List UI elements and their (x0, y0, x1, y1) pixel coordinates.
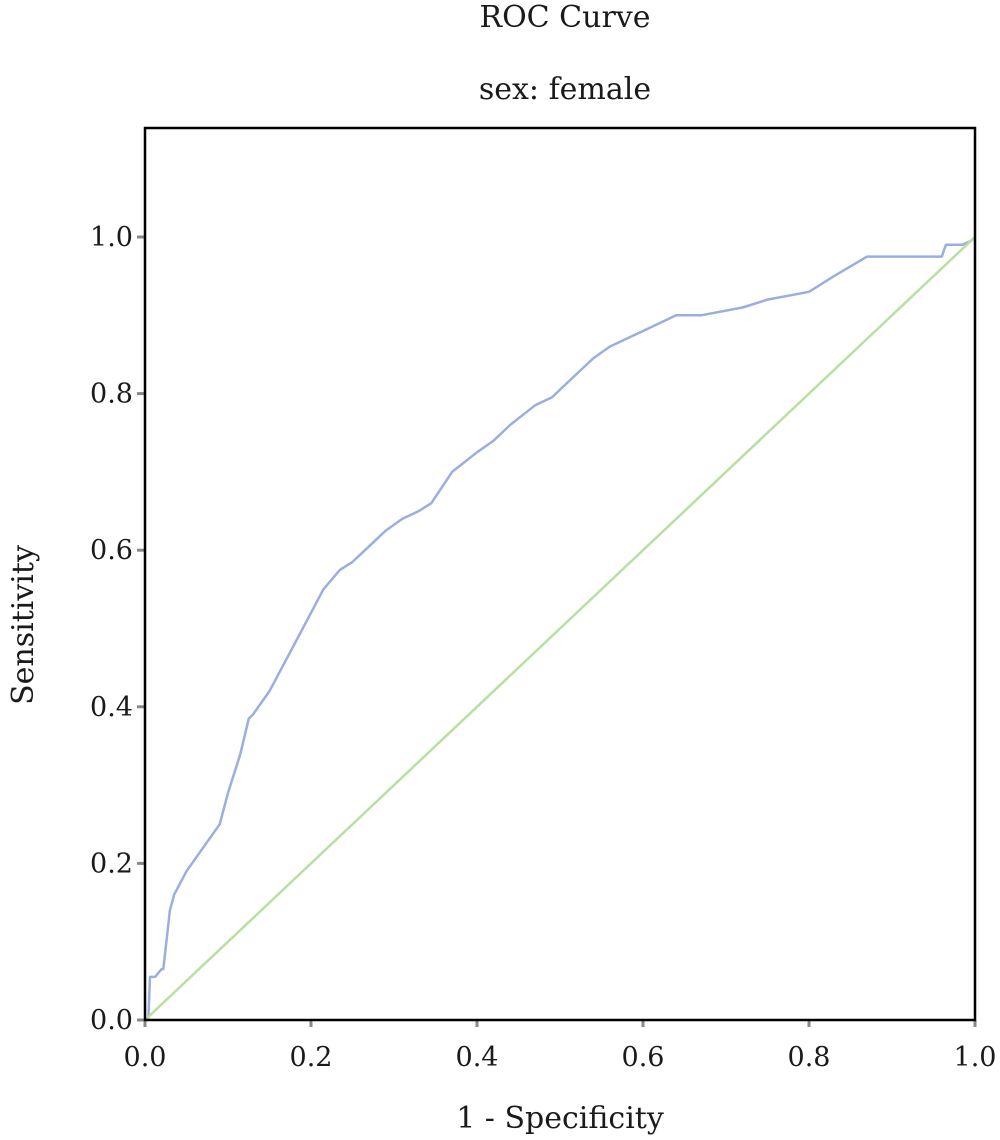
y-tick-label: 0.6 (90, 535, 133, 566)
x-tick-label: 1.0 (954, 1042, 997, 1073)
y-tick-label: 1.0 (90, 222, 133, 253)
chart-title: ROC Curve (479, 0, 651, 35)
x-tick-label: 0.2 (290, 1042, 333, 1073)
y-tick-label: 0.8 (90, 379, 133, 410)
y-tick-label: 0.4 (90, 692, 133, 723)
roc-curve-line (145, 236, 976, 1022)
y-tick-label: 0.2 (90, 848, 133, 879)
y-tick-label: 0.0 (90, 1005, 133, 1036)
reference-diagonal-line (144, 236, 976, 1021)
x-tick-label: 0.6 (622, 1042, 665, 1073)
x-axis-title: 1 - Specificity (456, 1101, 664, 1136)
plot-frame (143, 126, 977, 1022)
series-layer (144, 236, 976, 1022)
x-tick-label: 0.4 (456, 1042, 499, 1073)
x-tick-label: 0.0 (124, 1042, 167, 1073)
x-tick-label: 0.8 (788, 1042, 831, 1073)
tick-labels: 0.0 0.2 0.4 0.6 0.8 1.0 0.0 0.2 0.4 0.6 0.8 1.0 (90, 222, 996, 1073)
chart-subtitle: sex: female (478, 72, 652, 107)
y-axis-title: Sensitivity (6, 545, 41, 705)
